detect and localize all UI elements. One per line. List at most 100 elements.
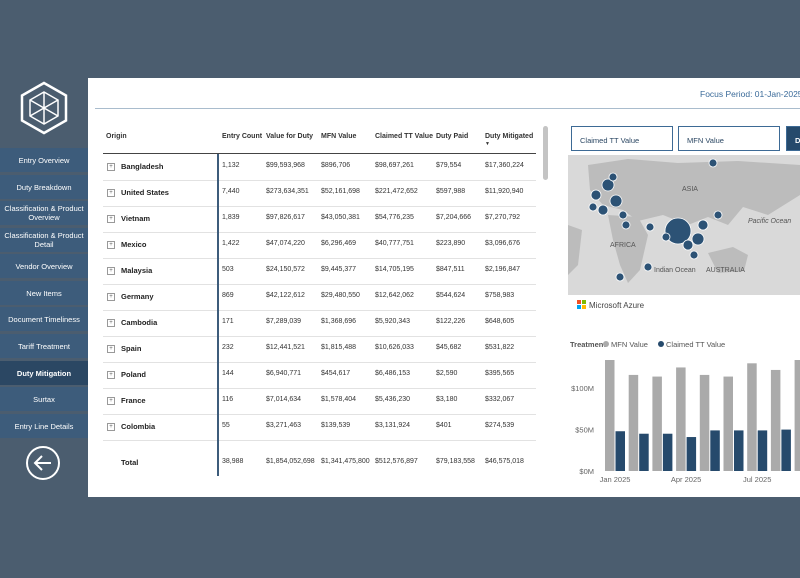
- row-rule: [103, 388, 536, 389]
- table-cell: $332,067: [485, 396, 515, 403]
- table-cell: $544,624: [436, 292, 466, 299]
- bar: [628, 374, 639, 471]
- column-header[interactable]: Entry Count: [222, 133, 263, 140]
- table-cell: $42,122,612: [266, 292, 305, 299]
- legend-label: Claimed TT Value: [666, 340, 725, 349]
- table-cell: $5,436,230: [375, 396, 411, 403]
- table-cell: $401: [436, 422, 452, 429]
- expand-icon[interactable]: +: [107, 397, 115, 405]
- table-cell: $2,590: [436, 370, 458, 377]
- bar: [794, 360, 800, 471]
- column-header[interactable]: Value for Duty: [266, 133, 314, 140]
- nav-item[interactable]: New Items: [0, 281, 88, 305]
- total-cell: $1,341,475,800: [321, 458, 370, 465]
- nav-item[interactable]: Classification & Product Detail: [0, 228, 88, 252]
- table-cell: $99,593,968: [266, 162, 305, 169]
- table-cell: $274,539: [485, 422, 515, 429]
- filter-button[interactable]: MFN Value: [678, 126, 780, 151]
- column-header[interactable]: Duty Mitigated: [485, 133, 534, 140]
- map-label: AFRICA: [610, 242, 636, 249]
- table-cell: $79,554: [436, 162, 462, 169]
- expand-icon[interactable]: +: [107, 345, 115, 353]
- table-cell: $223,890: [436, 240, 466, 247]
- nav-item[interactable]: Tariff Treatment: [0, 334, 88, 358]
- row-rule: [103, 232, 536, 233]
- table-cell: $896,706: [321, 162, 351, 169]
- table-cell: $122,226: [436, 318, 466, 325]
- map-label: AUSTRALIA: [706, 267, 745, 274]
- bar: [605, 360, 615, 471]
- expand-icon[interactable]: +: [107, 241, 115, 249]
- map: ASIA AFRICA Indian Ocean AUSTRALIA Pacif…: [568, 155, 800, 316]
- table-divider: [217, 154, 219, 476]
- column-header[interactable]: Duty Paid: [436, 133, 469, 140]
- nav-item[interactable]: Document Timeliness: [0, 307, 88, 331]
- table-cell: $758,983: [485, 292, 515, 299]
- legend-swatch: [603, 341, 609, 347]
- table-cell: $40,777,751: [375, 240, 414, 247]
- map-attribution: Microsoft Azure: [589, 301, 645, 310]
- bar: [686, 437, 697, 471]
- scrollbar[interactable]: [543, 126, 548, 180]
- map-label: Pacific Ocean: [748, 218, 791, 225]
- table-cell: Cambodia: [121, 318, 158, 327]
- expand-icon[interactable]: +: [107, 371, 115, 379]
- column-header[interactable]: MFN Value: [321, 133, 357, 140]
- expand-icon[interactable]: +: [107, 423, 115, 431]
- expand-icon[interactable]: +: [107, 293, 115, 301]
- expand-icon[interactable]: +: [107, 319, 115, 327]
- table-cell: Malaysia: [121, 266, 153, 275]
- row-rule: [103, 440, 536, 441]
- expand-icon[interactable]: +: [107, 189, 115, 197]
- x-tick-label: Jul 2025: [743, 475, 771, 484]
- table-cell: $97,826,617: [266, 214, 305, 221]
- expand-icon[interactable]: +: [107, 267, 115, 275]
- table-cell: $454,617: [321, 370, 351, 377]
- table-cell: $12,642,062: [375, 292, 414, 299]
- table-cell: $273,634,351: [266, 188, 309, 195]
- bar: [710, 430, 720, 471]
- table-cell: Mexico: [121, 240, 147, 249]
- y-tick-label: $0M: [579, 467, 594, 476]
- nav-item[interactable]: Duty Mitigation: [0, 361, 88, 385]
- table-cell: $9,445,377: [321, 266, 357, 273]
- table-cell: $395,565: [485, 370, 515, 377]
- expand-icon[interactable]: +: [107, 215, 115, 223]
- table-cell: $14,705,195: [375, 266, 414, 273]
- table-cell: $10,626,033: [375, 344, 414, 351]
- column-header[interactable]: Origin: [106, 133, 127, 140]
- table-cell: $54,776,235: [375, 214, 414, 221]
- nav-item[interactable]: Vendor Overview: [0, 254, 88, 278]
- table-cell: 116: [222, 396, 234, 403]
- back-button[interactable]: [25, 445, 61, 481]
- table-cell: $43,050,381: [321, 214, 360, 221]
- x-tick-label: Jan 2025: [600, 475, 631, 484]
- table-cell: 144: [222, 370, 234, 377]
- nav-item[interactable]: Duty Breakdown: [0, 175, 88, 199]
- filter-button[interactable]: D: [786, 126, 800, 151]
- filter-button[interactable]: Claimed TT Value: [571, 126, 673, 151]
- legend-title: Treatment: [570, 340, 606, 349]
- nav-item[interactable]: Surtax: [0, 387, 88, 411]
- bar: [639, 433, 649, 471]
- bar: [781, 429, 791, 471]
- y-tick-label: $100M: [571, 384, 594, 393]
- table-cell: 503: [222, 266, 234, 273]
- table-cell: Vietnam: [121, 214, 151, 223]
- table-cell: Germany: [121, 292, 154, 301]
- table-cell: Bangladesh: [121, 162, 164, 171]
- table-cell: 1,132: [222, 162, 240, 169]
- nav-item[interactable]: Classification & Product Overview: [0, 201, 88, 225]
- bar: [770, 369, 781, 471]
- table-cell: 869: [222, 292, 234, 299]
- total-cell: $79,183,558: [436, 458, 475, 465]
- bar: [757, 430, 768, 471]
- nav-item[interactable]: Entry Line Details: [0, 414, 88, 438]
- column-header[interactable]: Claimed TT Value: [375, 133, 433, 140]
- bar: [676, 367, 686, 471]
- expand-icon[interactable]: +: [107, 163, 115, 171]
- bar: [734, 430, 744, 471]
- table-cell: $648,605: [485, 318, 515, 325]
- nav-item[interactable]: Entry Overview: [0, 148, 88, 172]
